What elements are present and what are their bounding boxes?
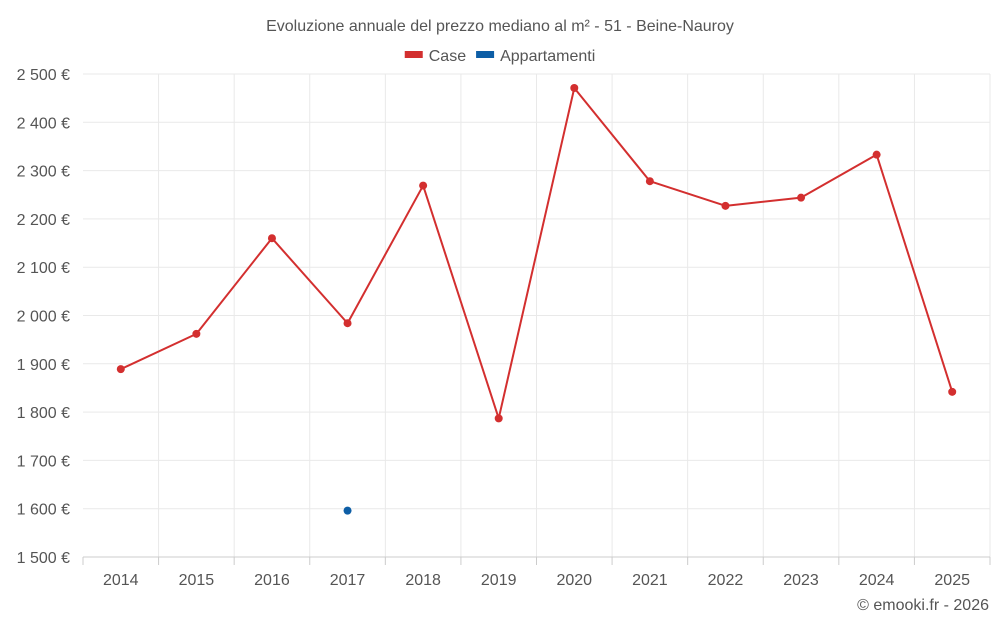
data-point[interactable] [797, 193, 806, 202]
x-tick-label: 2023 [783, 572, 819, 589]
chart-title: Evoluzione annuale del prezzo mediano al… [266, 18, 734, 35]
x-tick-label: 2017 [330, 572, 366, 589]
y-tick-label: 1 500 € [17, 550, 70, 567]
data-point[interactable] [721, 201, 730, 210]
y-tick-label: 2 200 € [17, 212, 70, 229]
x-tick-label: 2021 [632, 572, 668, 589]
x-tick-label: 2019 [481, 572, 517, 589]
y-tick-label: 1 800 € [17, 405, 70, 422]
legend-label: Case [429, 48, 466, 65]
y-tick-label: 2 100 € [17, 260, 70, 277]
x-tick-label: 2018 [405, 572, 441, 589]
data-point[interactable] [570, 84, 579, 93]
data-point[interactable] [343, 506, 352, 515]
x-tick-label: 2024 [859, 572, 895, 589]
data-point[interactable] [267, 234, 276, 243]
y-tick-label: 2 500 € [17, 67, 70, 84]
x-tick-label: 2022 [708, 572, 744, 589]
x-tick-label: 2016 [254, 572, 290, 589]
data-point[interactable] [872, 150, 881, 159]
credit-text: © emooki.fr - 2026 [857, 597, 989, 614]
y-tick-label: 2 300 € [17, 164, 70, 181]
series-layer [116, 84, 957, 515]
legend: Case Appartamenti [404, 48, 595, 65]
legend-swatch [476, 51, 495, 58]
data-point[interactable] [192, 329, 201, 338]
y-tick-label: 1 700 € [17, 453, 70, 470]
x-tick-label: 2025 [934, 572, 970, 589]
data-point[interactable] [645, 177, 654, 186]
data-point[interactable] [116, 365, 125, 374]
x-tick-label: 2015 [179, 572, 215, 589]
data-point[interactable] [494, 414, 503, 423]
legend-label: Appartamenti [500, 48, 595, 65]
series-case [116, 84, 957, 423]
x-tick-labels: 2014 2015 2016 2017 2018 2019 2020 2021 2022 2023… [103, 572, 970, 589]
data-point[interactable] [343, 319, 352, 328]
y-tick-label: 2 400 € [17, 115, 70, 132]
data-point[interactable] [419, 181, 428, 190]
y-tick-label: 1 900 € [17, 357, 70, 374]
y-tick-label: 2 000 € [17, 309, 70, 326]
x-tick-label: 2020 [556, 572, 592, 589]
y-tick-label: 1 600 € [17, 502, 70, 519]
series-appartamenti [343, 506, 352, 515]
y-tick-labels: 1 500 € 1 600 € 1 700 € 1 800 € 1 900 € 2 000… [17, 67, 70, 567]
x-gridlines [82, 74, 991, 565]
series-line [120, 87, 954, 420]
data-point[interactable] [948, 387, 957, 396]
x-tick-label: 2014 [103, 572, 139, 589]
legend-swatch [404, 51, 423, 58]
